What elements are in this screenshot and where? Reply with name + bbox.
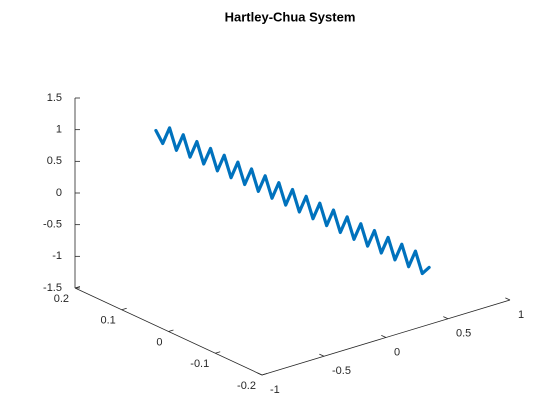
y-tick xyxy=(168,329,174,332)
y-tick xyxy=(121,307,127,311)
x-tick-label: -0.5 xyxy=(332,365,351,377)
y-tick-label: 0.1 xyxy=(100,315,115,327)
x-tick xyxy=(505,297,511,301)
x-tick-label: 0 xyxy=(394,346,400,358)
x-tick xyxy=(319,353,325,357)
y-tick xyxy=(215,351,221,354)
y-tick-label: 0 xyxy=(156,336,162,348)
z-tick-label: 0 xyxy=(56,187,62,199)
x-tick xyxy=(257,372,263,376)
y-tick-label: -0.1 xyxy=(190,358,209,370)
z-tick-label: 1.5 xyxy=(47,92,62,104)
z-tick-label: -0.5 xyxy=(43,219,62,231)
x-tick-label: 0.5 xyxy=(456,328,471,340)
x-tick xyxy=(443,316,449,320)
z-tick-label: -1.5 xyxy=(43,282,62,294)
y-tick-label: 0.2 xyxy=(54,293,69,305)
z-tick-label: 0.5 xyxy=(47,155,62,167)
x-tick-label: -1 xyxy=(270,384,280,396)
z-tick-label: 1 xyxy=(56,124,62,136)
x-tick-label: 1 xyxy=(518,309,524,321)
z-tick-label: -1 xyxy=(52,250,62,262)
chart-title: Hartley-Chua System xyxy=(225,9,356,24)
y-tick xyxy=(261,373,268,376)
y-tick-label: -0.2 xyxy=(237,380,256,392)
trajectory xyxy=(154,126,431,276)
x-tick xyxy=(381,334,387,338)
